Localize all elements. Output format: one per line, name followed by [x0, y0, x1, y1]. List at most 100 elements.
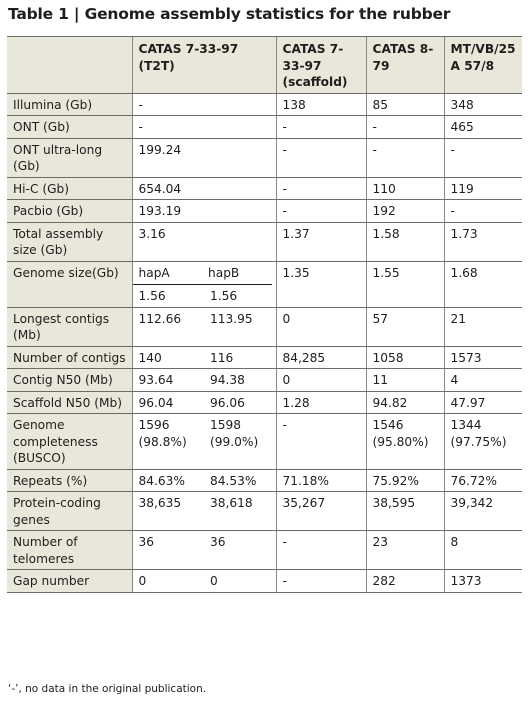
table-title: Table 1 | Genome assembly statistics for…: [8, 5, 451, 23]
cell-catas-8-79: 1058: [365, 346, 445, 369]
cell-t2t-hapA: 84.63%: [131, 469, 204, 492]
cell-t2t-hapA: 112.66: [131, 307, 204, 347]
cell-t2t-hapB: 94.38: [204, 368, 277, 392]
cell-catas-8-79: 57: [365, 307, 445, 347]
cell-mt-vb: 1573: [443, 346, 523, 369]
hapB-label: hapB: [208, 265, 240, 280]
header-cell-scaffold: CATAS 7-33-97 (scaffold): [275, 36, 367, 94]
cell-catas-8-79: -: [365, 115, 445, 139]
row-label: Pacbio (Gb): [7, 199, 132, 223]
cell-t2t: 199.24: [131, 138, 277, 178]
table-row: Genome size(Gb) hapA hapB 1.56 1.56 1.35 1.55 1…: [7, 261, 523, 308]
row-label: Longest contigs (Mb): [7, 307, 132, 347]
cell-catas-8-79: 192: [365, 199, 445, 223]
cell-catas-8-79: 23: [365, 530, 445, 570]
table-row: Hi-C (Gb) 654.04-110 119: [7, 177, 523, 200]
row-label: ONT ultra-long (Gb): [7, 138, 132, 178]
cell-t2t-hapA: 36: [131, 530, 204, 570]
hapA-value: 1.56: [138, 289, 166, 303]
table-row: Illumina (Gb) -138 85 348: [7, 93, 523, 116]
table-row: Longest contigs (Mb) 112.66 113.95 0 57 21: [7, 307, 523, 347]
cell-t2t-hapB: 84.53%: [204, 469, 277, 492]
cell-t2t: 3.16: [131, 222, 277, 262]
cell-mt-vb: 465: [443, 115, 523, 139]
cell-t2t-hapB: 38,618: [204, 491, 277, 531]
genome-assembly-table: CATAS 7-33-97 (T2T) CATAS 7-33-97 (scaff…: [7, 36, 523, 593]
cell-mt-vb: -: [443, 138, 523, 178]
cell-scaffold: -: [275, 177, 367, 200]
cell-scaffold: 1.28: [275, 391, 367, 414]
cell-t2t-hapA: 0: [131, 569, 204, 593]
cell-t2t-hapB: 96.06: [204, 391, 277, 414]
table-row: Number of contigs 140 116 84,285 1058 1573: [7, 346, 523, 369]
cell-t2t-hapA: 140: [131, 346, 204, 369]
table-row: Protein-coding genes 38,635 38,618 35,267 38…: [7, 491, 523, 531]
cell-catas-8-79: 1.55: [365, 261, 445, 308]
cell-t2t-hapB: 0: [204, 569, 277, 593]
row-label: Genome size(Gb): [7, 261, 132, 308]
table-row: Repeats (%) 84.63% 84.53% 71.18% 75.92% 76.72…: [7, 469, 523, 492]
cell-mt-vb: 8: [443, 530, 523, 570]
row-label: Repeats (%): [7, 469, 132, 492]
genome-size-cell: hapA hapB 1.56 1.56: [131, 261, 277, 308]
row-label: Protein-coding genes: [7, 491, 132, 531]
cell-catas-8-79: 282: [365, 569, 445, 593]
cell-t2t: -: [131, 93, 277, 116]
row-label: Total assembly size (Gb): [7, 222, 132, 262]
cell-scaffold: 84,285: [275, 346, 367, 369]
row-label: ONT (Gb): [7, 115, 132, 139]
cell-catas-8-79: 75.92%: [365, 469, 445, 492]
cell-mt-vb: 119: [443, 177, 523, 200]
cell-mt-vb: -: [443, 199, 523, 223]
hapB-value: 1.56: [210, 289, 238, 303]
cell-t2t-hapA: 1596 (98.8%): [131, 413, 204, 470]
cell-scaffold: 71.18%: [275, 469, 367, 492]
cell-scaffold: 0: [275, 368, 367, 392]
table-row: Pacbio (Gb) 193.19-192-: [7, 199, 523, 223]
cell-catas-8-79: 110: [365, 177, 445, 200]
hapA-label: hapA: [138, 265, 170, 280]
table-row: ONT (Gb) - - -465: [7, 115, 523, 139]
cell-t2t-hapB: 36: [204, 530, 277, 570]
cell-t2t: -: [131, 115, 277, 139]
table-row: Number of telomeres 36 36-23 8: [7, 530, 523, 570]
cell-scaffold: 1.35: [275, 261, 367, 308]
cell-mt-vb: 1344 (97.75%): [443, 413, 523, 470]
cell-scaffold: -: [275, 199, 367, 223]
table-row: Genome completeness (BUSCO) 1596 (98.8%) 1…: [7, 413, 523, 470]
haplotype-values: 1.56 1.56: [133, 285, 276, 307]
cell-mt-vb: 1.68: [443, 261, 523, 308]
cell-mt-vb: 76.72%: [443, 469, 523, 492]
table-row: Total assembly size (Gb) 3.16 1.37 1.58 1.73: [7, 222, 523, 262]
cell-scaffold: 35,267: [275, 491, 367, 531]
haplotype-labels: hapA hapB: [132, 262, 272, 285]
cell-mt-vb: 21: [443, 307, 523, 347]
row-label: Genome completeness (BUSCO): [7, 413, 132, 470]
row-label: Scaffold N50 (Mb): [7, 391, 132, 414]
cell-t2t-hapB: 116: [204, 346, 277, 369]
row-label: Number of telomeres: [7, 530, 132, 570]
cell-scaffold: -: [275, 138, 367, 178]
header-cell-catas-8-79: CATAS 8-79: [365, 36, 445, 94]
cell-mt-vb: 47.97: [443, 391, 523, 414]
cell-scaffold: 1.37: [275, 222, 367, 262]
cell-mt-vb: 348: [443, 93, 523, 116]
cell-scaffold: -: [275, 569, 367, 593]
header-cell-label: [7, 36, 132, 94]
header-cell-t2t: CATAS 7-33-97 (T2T): [131, 36, 277, 94]
table-row: Gap number 0 0-282 1373: [7, 569, 523, 593]
cell-scaffold: 0: [275, 307, 367, 347]
cell-mt-vb: 39,342: [443, 491, 523, 531]
table-row: ONT ultra-long (Gb) 199.24- - -: [7, 138, 523, 178]
row-label: Contig N50 (Mb): [7, 368, 132, 392]
cell-scaffold: -: [275, 413, 367, 470]
cell-t2t-hapA: 93.64: [131, 368, 204, 392]
cell-mt-vb: 1373: [443, 569, 523, 593]
cell-t2t-hapA: 38,635: [131, 491, 204, 531]
cell-catas-8-79: 85: [365, 93, 445, 116]
cell-t2t: 193.19: [131, 199, 277, 223]
row-label: Hi-C (Gb): [7, 177, 132, 200]
cell-mt-vb: 4: [443, 368, 523, 392]
cell-catas-8-79: 38,595: [365, 491, 445, 531]
table-row: Contig N50 (Mb) 93.64 94.38 0 11 4: [7, 368, 523, 392]
